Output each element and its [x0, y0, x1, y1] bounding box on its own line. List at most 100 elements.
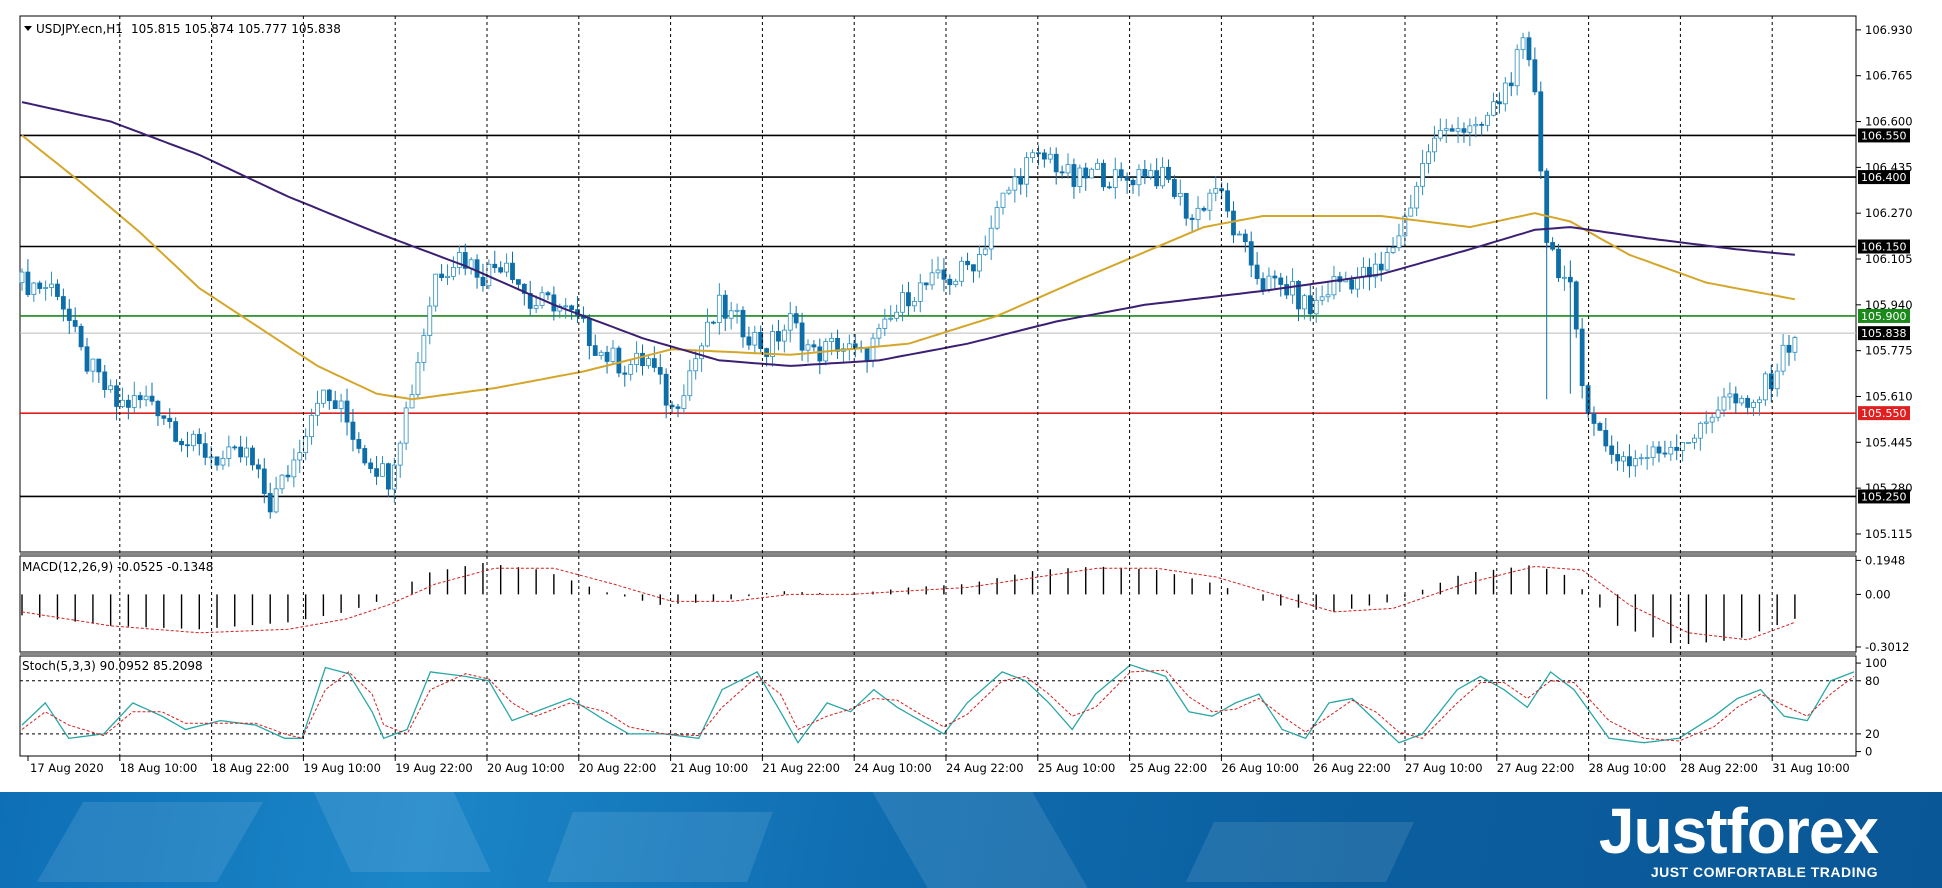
candle — [1579, 328, 1585, 387]
candle — [1573, 281, 1579, 330]
candle — [610, 347, 616, 362]
candle — [368, 462, 374, 470]
candle — [55, 283, 60, 297]
candle — [669, 404, 675, 408]
candle — [220, 458, 226, 466]
candle — [1473, 123, 1479, 127]
level-label: 106.150 — [1861, 241, 1907, 254]
candle — [409, 394, 415, 409]
brand-logo: Justforex — [1598, 795, 1879, 867]
candle — [1792, 337, 1798, 353]
candle — [1177, 192, 1183, 197]
candle — [155, 400, 161, 417]
candle — [1461, 128, 1467, 133]
candle — [1662, 452, 1668, 455]
y-tick-label: 105.610 — [1865, 389, 1913, 403]
candle — [888, 317, 894, 320]
candle — [734, 309, 740, 312]
candle — [1018, 176, 1024, 185]
candle — [1242, 233, 1248, 243]
candle — [728, 310, 734, 319]
candle — [1768, 373, 1774, 390]
candle — [693, 358, 699, 372]
candle — [1715, 409, 1721, 418]
candle — [1745, 397, 1751, 408]
y-tick-label: 105.115 — [1865, 527, 1913, 541]
candle — [1290, 281, 1295, 296]
candle — [267, 493, 273, 513]
candle — [244, 447, 249, 458]
candle — [598, 351, 604, 356]
collapse-arrow-icon[interactable] — [24, 26, 32, 31]
candle — [1160, 166, 1165, 187]
candle — [1260, 278, 1266, 291]
candle — [911, 300, 917, 307]
candle — [1680, 442, 1686, 451]
y-tick-label: 20 — [1865, 727, 1880, 741]
y-tick-label: 105.940 — [1865, 298, 1913, 312]
candle — [1491, 101, 1496, 116]
candle — [1396, 235, 1402, 249]
candle — [657, 367, 663, 375]
candle — [1408, 207, 1414, 217]
candle — [125, 399, 131, 408]
candle — [722, 294, 728, 319]
candle — [1632, 458, 1638, 467]
candle — [521, 283, 527, 294]
candle — [37, 282, 43, 289]
candle — [994, 207, 1000, 229]
candle — [1697, 422, 1703, 439]
candle — [350, 421, 356, 440]
candle — [628, 364, 634, 375]
candle — [1686, 441, 1691, 444]
candle — [161, 415, 167, 419]
x-tick-label: 24 Aug 10:00 — [854, 761, 932, 775]
x-tick-label: 28 Aug 10:00 — [1589, 761, 1667, 775]
x-tick-label: 19 Aug 10:00 — [303, 761, 381, 775]
candle — [846, 343, 852, 350]
candle — [1668, 446, 1674, 455]
candle — [1703, 421, 1709, 424]
candle — [43, 287, 49, 289]
candle — [362, 448, 368, 464]
candle — [817, 346, 823, 362]
candle — [1426, 151, 1431, 164]
x-tick-label: 31 Aug 10:00 — [1772, 761, 1850, 775]
candle — [427, 305, 433, 336]
macd-frame — [19, 555, 1857, 653]
candle — [1544, 170, 1550, 243]
x-tick-label: 19 Aug 22:00 — [395, 761, 473, 775]
candle — [1207, 192, 1213, 211]
candle — [1550, 242, 1556, 250]
candle — [1727, 393, 1733, 398]
x-tick-label: 28 Aug 22:00 — [1680, 761, 1758, 775]
candle — [114, 385, 119, 407]
candle — [646, 358, 651, 367]
x-tick-label: 26 Aug 10:00 — [1221, 761, 1299, 775]
x-tick-label: 24 Aug 22:00 — [946, 761, 1024, 775]
y-tick-label: 106.765 — [1865, 69, 1913, 83]
candle — [273, 488, 279, 513]
candle — [96, 358, 102, 373]
candle — [344, 400, 350, 423]
candle — [202, 443, 208, 458]
candle — [1762, 373, 1768, 401]
macd-title: MACD(12,26,9) -0.0525 -0.1348 — [22, 560, 213, 574]
candle — [829, 337, 835, 342]
y-tick-label: 105.775 — [1865, 344, 1913, 358]
candle — [433, 273, 439, 307]
candle — [374, 468, 379, 477]
level-tag — [1858, 128, 1910, 143]
candle — [864, 348, 870, 362]
candle — [947, 278, 953, 286]
candle — [1024, 157, 1030, 185]
candle — [923, 282, 929, 286]
macd-panel: 0.1948 0.00 -0.3012 — [19, 553, 1909, 655]
candle — [1089, 168, 1095, 179]
candle — [338, 400, 344, 409]
candle — [78, 325, 84, 348]
candle — [474, 259, 480, 278]
candle — [1231, 210, 1236, 236]
candle — [1621, 456, 1626, 462]
candle — [716, 294, 722, 323]
